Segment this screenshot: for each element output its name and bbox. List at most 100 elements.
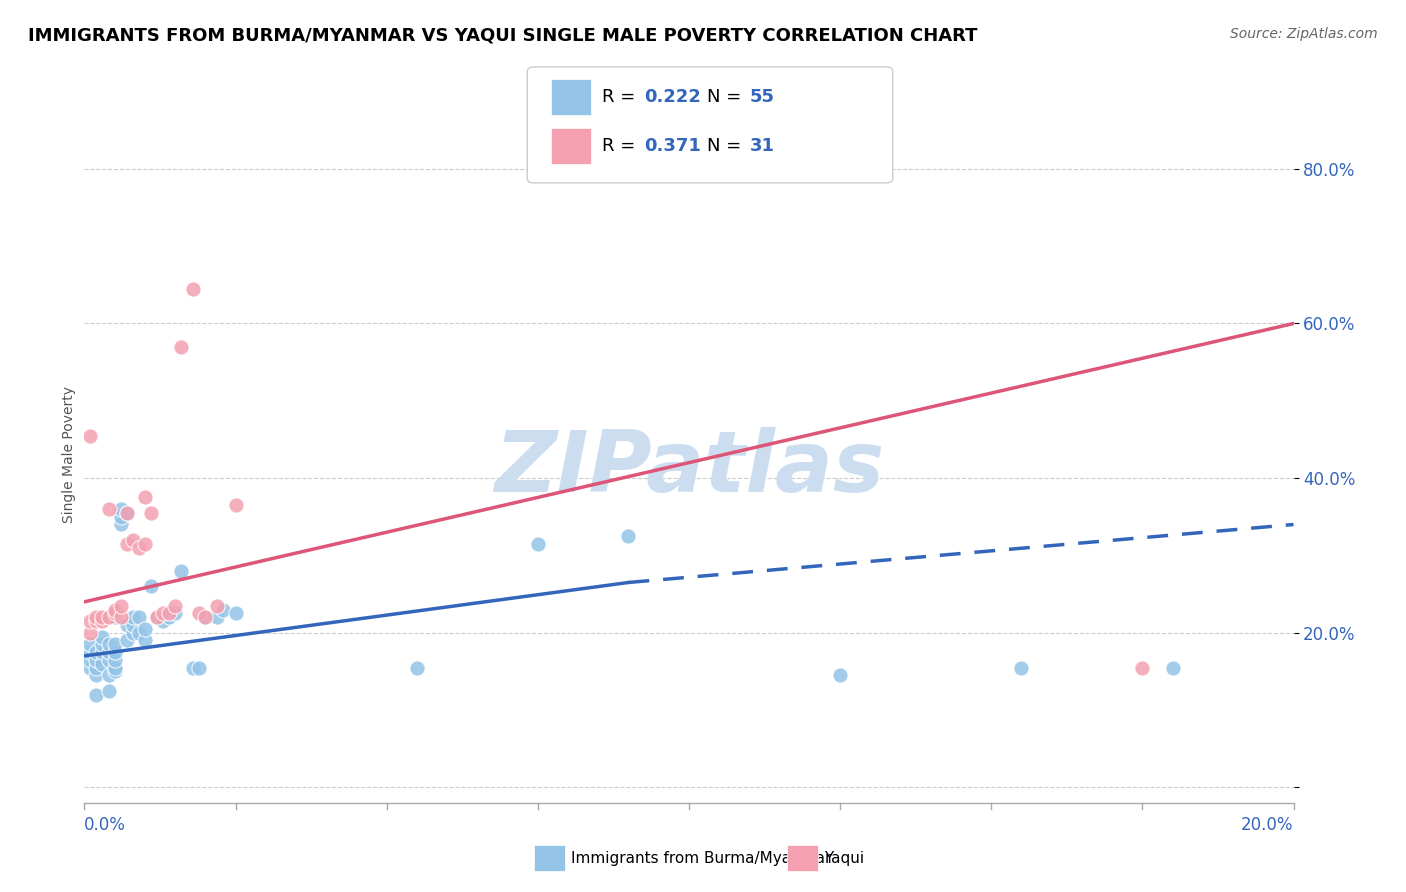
Point — [152, 607, 174, 621]
Point — [104, 660, 127, 674]
Point — [146, 610, 169, 624]
Point — [121, 533, 143, 547]
Point — [104, 645, 127, 659]
Point — [163, 607, 186, 621]
Point — [79, 614, 101, 628]
Text: 0.0%: 0.0% — [84, 816, 127, 834]
Point — [157, 610, 180, 624]
Point — [134, 633, 156, 648]
Point — [110, 517, 132, 532]
Point — [104, 610, 127, 624]
Point — [188, 607, 211, 621]
Point — [97, 668, 120, 682]
Point — [163, 599, 186, 613]
Point — [170, 564, 193, 578]
Point — [79, 637, 101, 651]
Point — [79, 653, 101, 667]
Text: 0.371: 0.371 — [644, 137, 700, 155]
Point — [115, 537, 138, 551]
Point — [91, 645, 114, 659]
Point — [79, 625, 101, 640]
Point — [128, 610, 150, 624]
Text: Source: ZipAtlas.com: Source: ZipAtlas.com — [1230, 27, 1378, 41]
Point — [79, 428, 101, 442]
Point — [104, 665, 127, 679]
Text: R =: R = — [602, 87, 641, 105]
Point — [86, 645, 108, 659]
Point — [181, 282, 204, 296]
Point — [121, 618, 143, 632]
Point — [225, 607, 247, 621]
Point — [115, 618, 138, 632]
Text: 55: 55 — [749, 87, 775, 105]
Point — [86, 653, 108, 667]
Point — [139, 579, 162, 593]
Point — [79, 645, 101, 659]
Point — [91, 614, 114, 628]
Point — [188, 660, 211, 674]
Point — [207, 599, 229, 613]
Text: 0.222: 0.222 — [644, 87, 700, 105]
Text: R =: R = — [602, 137, 641, 155]
Text: IMMIGRANTS FROM BURMA/MYANMAR VS YAQUI SINGLE MALE POVERTY CORRELATION CHART: IMMIGRANTS FROM BURMA/MYANMAR VS YAQUI S… — [28, 27, 977, 45]
Y-axis label: Single Male Poverty: Single Male Poverty — [62, 386, 76, 524]
Point — [134, 537, 156, 551]
Point — [86, 688, 108, 702]
Point — [97, 502, 120, 516]
Point — [91, 637, 114, 651]
Point — [406, 660, 429, 674]
Point — [86, 610, 108, 624]
Point — [115, 633, 138, 648]
Point — [91, 610, 114, 624]
Text: Yaqui: Yaqui — [824, 851, 865, 865]
Text: ZIPatlas: ZIPatlas — [494, 427, 884, 510]
Point — [157, 607, 180, 621]
Point — [139, 506, 162, 520]
Point — [207, 610, 229, 624]
Text: N =: N = — [707, 87, 747, 105]
Point — [110, 509, 132, 524]
Text: Immigrants from Burma/Myanmar: Immigrants from Burma/Myanmar — [571, 851, 831, 865]
Point — [134, 622, 156, 636]
Point — [91, 657, 114, 671]
Point — [830, 668, 852, 682]
Point — [617, 529, 640, 543]
Point — [86, 614, 108, 628]
Text: 31: 31 — [749, 137, 775, 155]
Point — [128, 625, 150, 640]
Point — [86, 668, 108, 682]
Point — [128, 541, 150, 555]
Point — [97, 653, 120, 667]
Point — [91, 630, 114, 644]
Text: 20.0%: 20.0% — [1241, 816, 1294, 834]
Point — [110, 599, 132, 613]
Point — [97, 610, 120, 624]
Point — [115, 506, 138, 520]
Point — [110, 610, 132, 624]
Point — [146, 610, 169, 624]
Point — [104, 637, 127, 651]
Point — [170, 340, 193, 354]
Point — [121, 610, 143, 624]
Point — [212, 602, 235, 616]
Point — [225, 498, 247, 512]
Point — [121, 625, 143, 640]
Point — [104, 602, 127, 616]
Point — [152, 614, 174, 628]
Point — [134, 491, 156, 505]
Point — [1161, 660, 1184, 674]
Point — [86, 660, 108, 674]
Point — [115, 506, 138, 520]
Point — [526, 537, 548, 551]
Point — [79, 660, 101, 674]
Point — [97, 645, 120, 659]
Point — [104, 607, 127, 621]
Point — [181, 660, 204, 674]
Point — [110, 502, 132, 516]
Text: N =: N = — [707, 137, 747, 155]
Point — [1130, 660, 1153, 674]
Point — [97, 637, 120, 651]
Point — [194, 610, 217, 624]
Point — [1010, 660, 1032, 674]
Point — [194, 610, 217, 624]
